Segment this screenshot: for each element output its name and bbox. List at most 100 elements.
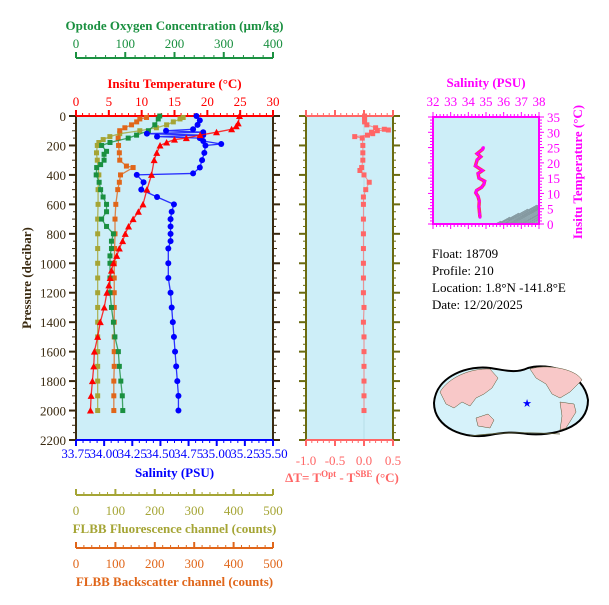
delta-t-point	[352, 134, 358, 140]
delta-t-point	[362, 116, 368, 122]
temperature-point	[171, 136, 178, 143]
temperature-tick-label: 30	[267, 94, 280, 109]
salinity-point	[196, 117, 203, 124]
fluorescence-tick-label: 500	[263, 503, 283, 518]
delta-t-point	[374, 128, 380, 134]
oxygen-point	[107, 140, 113, 146]
fluorescence-point	[95, 275, 101, 281]
salinity-point	[173, 363, 180, 370]
oxygen-tick-label: 0	[73, 36, 80, 51]
backscatter-point	[116, 179, 122, 185]
backscatter-point	[111, 393, 117, 399]
backscatter-point	[130, 165, 136, 171]
ts-salinity-tick-label: 34	[462, 94, 476, 109]
oxygen-point	[110, 319, 116, 325]
ts-salinity-tick-label: 33	[444, 94, 457, 109]
delta-t-point	[360, 319, 366, 325]
fluorescence-point	[95, 231, 101, 237]
salinity-point	[167, 223, 174, 230]
ts-salinity-tick-label: 35	[480, 94, 493, 109]
density-contour-line	[500, 208, 529, 224]
salinity-point	[140, 179, 147, 186]
salinity-point	[154, 133, 161, 140]
salinity-tick-label: 34.25	[118, 446, 147, 461]
temperature-point	[100, 303, 108, 311]
salinity-point	[193, 113, 200, 119]
salinity-point	[170, 333, 177, 340]
oxygen-point	[108, 304, 114, 310]
fluorescence-point	[170, 119, 176, 125]
salinity-tick-label: 33.75	[61, 446, 90, 461]
pressure-tick-label: 600	[47, 197, 67, 212]
ts-point	[477, 176, 481, 180]
delta-t-point	[381, 126, 387, 132]
float-info: Float: 18709 Profile: 210 Location: 1.8°…	[432, 246, 566, 312]
salinity-point	[196, 164, 203, 171]
delta-t-point	[361, 408, 367, 414]
temperature-axis-title: Insitu Temperature (°C)	[107, 76, 241, 91]
oxygen-point	[98, 187, 104, 193]
fluorescence-point	[93, 150, 99, 156]
map-australia	[475, 413, 495, 429]
fluorescence-point	[137, 128, 143, 134]
oxygen-tick-label: 100	[116, 36, 136, 51]
oxygen-point	[145, 128, 151, 134]
salinity-point	[165, 260, 172, 267]
density-contours	[494, 204, 539, 224]
salinity-point	[138, 186, 145, 193]
delta-t-tick-label: -0.5	[325, 453, 346, 468]
temperature-point	[113, 252, 121, 259]
backscatter-tick-label: 0	[73, 556, 80, 571]
salinity-point	[167, 289, 174, 296]
temperature-point	[143, 186, 151, 193]
density-contour-line	[520, 213, 539, 224]
oxygen-point	[152, 122, 158, 128]
backscatter-point	[111, 304, 117, 310]
oxygen-point	[118, 378, 124, 384]
delta-t-point	[360, 260, 366, 266]
profile-number: Profile: 210	[432, 263, 494, 278]
oxygen-point	[157, 113, 163, 119]
delta-t-point	[360, 157, 366, 163]
fluorescence-point	[95, 408, 101, 414]
oxygen-point	[108, 238, 114, 244]
salinity-point	[143, 130, 150, 137]
temperature-point	[106, 274, 114, 281]
salinity-point	[190, 126, 197, 133]
temperature-point	[236, 112, 244, 119]
fluorescence-point	[95, 246, 101, 252]
oxygen-point	[107, 290, 113, 296]
oxygen-point	[93, 172, 99, 178]
ts-point	[483, 179, 487, 183]
temperature-point	[86, 407, 94, 414]
ts-point	[476, 172, 480, 176]
temperature-point	[129, 215, 137, 223]
delta-t-point	[361, 363, 367, 369]
temperature-point	[139, 200, 147, 208]
salinity-tick-label: 35.25	[230, 446, 259, 461]
delta-t-point	[362, 113, 368, 119]
delta-t-point	[366, 179, 372, 185]
fluorescence-point	[95, 363, 101, 369]
delta-t-panel: -1.0 -0.5 0.0 0.5ΔT= TOpt - TSBE (°C)	[285, 110, 401, 485]
float-id: Float: 18709	[432, 246, 498, 261]
map-asia	[439, 368, 499, 409]
ts-temperature-tick-label: 5	[547, 202, 554, 217]
pressure-tick-label: 1400	[40, 315, 66, 330]
delta-t-point	[360, 231, 366, 237]
density-contour-line	[533, 220, 539, 224]
delta-t-point	[363, 187, 369, 193]
fluorescence-point	[95, 216, 101, 222]
oxygen-point	[98, 162, 104, 168]
oxygen-point	[94, 165, 100, 171]
temperature-tick-label: 25	[234, 94, 247, 109]
salinity-tick-label: 35.00	[202, 446, 231, 461]
backscatter-point	[111, 275, 117, 281]
delta-t-point	[359, 135, 365, 141]
main-plot-area	[76, 116, 273, 440]
temperature-point	[182, 134, 190, 142]
backscatter-point	[111, 290, 117, 296]
delta-t-point	[370, 131, 376, 137]
backscatter-point	[111, 363, 117, 369]
